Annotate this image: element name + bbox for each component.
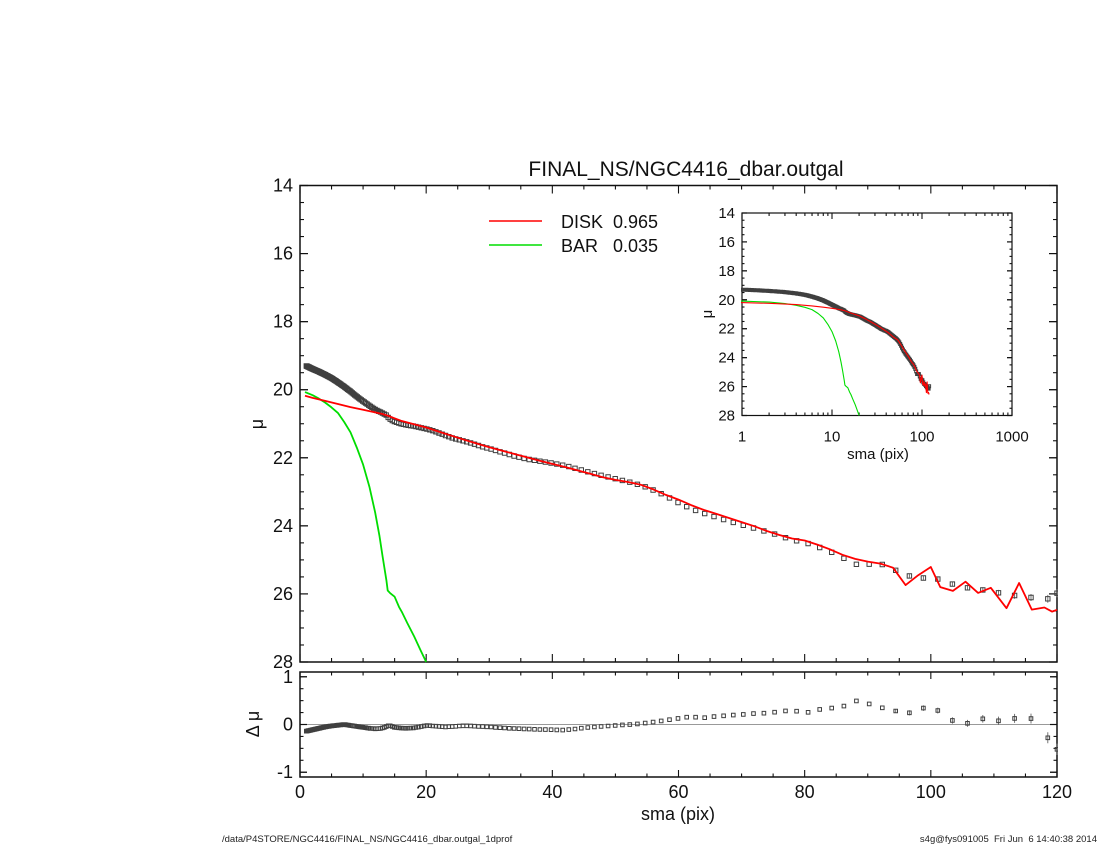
main-y-tick-label: 14 — [273, 176, 293, 196]
inset-y-tick-label: 20 — [718, 292, 735, 309]
inset-y-tick-label: 24 — [718, 350, 735, 367]
x-axis-label: sma (pix) — [641, 804, 715, 824]
inset-y-tick-label: 18 — [718, 263, 735, 280]
legend-disk-label: DISK — [561, 212, 603, 232]
inset-tick-labels: 14 16 18 20 22 24 26 281 10 100 1000 — [718, 205, 1028, 446]
inset-y-axis-label: μ — [699, 310, 716, 319]
inset-x-tick-label: 1000 — [995, 429, 1028, 446]
main-ticks — [299, 184, 1058, 663]
residual-x-tick-label: 0 — [295, 782, 305, 802]
inset-y-tick-label: 14 — [718, 205, 735, 222]
inset-y-tick-label: 28 — [718, 408, 735, 425]
residual-error-bars — [895, 705, 1058, 755]
inset-ticks — [741, 212, 1013, 417]
main-y-tick-label: 24 — [273, 516, 293, 536]
legend-bar-value: 0.035 — [613, 236, 658, 256]
main-y-tick-label: 22 — [273, 448, 293, 468]
main-tick-labels: 14 16 18 20 22 24 26 28 — [273, 176, 293, 673]
main-data-markers — [303, 363, 1058, 602]
legend-bar-label: BAR — [561, 236, 598, 256]
main-y-tick-label: 18 — [273, 312, 293, 332]
inset-x-tick-label: 10 — [824, 429, 841, 446]
residual-x-tick-label: 20 — [416, 782, 436, 802]
residual-x-tick-label: 40 — [542, 782, 562, 802]
residual-ticks — [299, 672, 1058, 777]
residual-data-markers — [304, 698, 1058, 752]
residual-y-axis-label: Δ μ — [243, 711, 263, 737]
plot-title: FINAL_NS/NGC4416_dbar.outgal — [528, 158, 843, 181]
inset-x-axis-label: sma (pix) — [847, 446, 909, 463]
main-y-tick-label: 28 — [273, 652, 293, 672]
residual-x-tick-label: 60 — [668, 782, 688, 802]
inset-y-tick-label: 22 — [718, 321, 735, 338]
inset-y-tick-label: 26 — [718, 379, 735, 396]
main-y-tick-label: 16 — [273, 244, 293, 264]
inset-model-line — [741, 300, 860, 416]
legend-disk-value: 0.965 — [613, 212, 658, 232]
inset-y-tick-label: 16 — [718, 234, 735, 251]
main-y-tick-label: 26 — [273, 584, 293, 604]
inset-frame — [741, 212, 1013, 417]
inset-model-line — [741, 302, 930, 395]
residual-y-tick-label: 0 — [283, 715, 293, 735]
residual-tick-labels: 10-10 20 40 60 80 100 120 — [277, 667, 1072, 802]
residual-x-tick-label: 80 — [795, 782, 815, 802]
inset-x-tick-label: 1 — [738, 429, 746, 446]
main-y-axis-label: μ — [247, 419, 267, 429]
inset-x-tick-label: 100 — [909, 429, 934, 446]
main-model-line — [304, 391, 428, 663]
main-model-line — [304, 394, 1058, 613]
footer-file-path: /data/P4STORE/NGC4416/FINAL_NS/NGC4416_d… — [222, 834, 513, 845]
residual-x-tick-label: 120 — [1042, 782, 1072, 802]
residual-x-tick-label: 100 — [916, 782, 946, 802]
residual-y-tick-label: 1 — [283, 667, 293, 687]
residual-y-tick-label: -1 — [277, 762, 293, 782]
footer-user-timestamp: s4g@fys091005 Fri Jun 6 14:40:38 2014 — [920, 834, 1097, 845]
main-y-tick-label: 20 — [273, 380, 293, 400]
